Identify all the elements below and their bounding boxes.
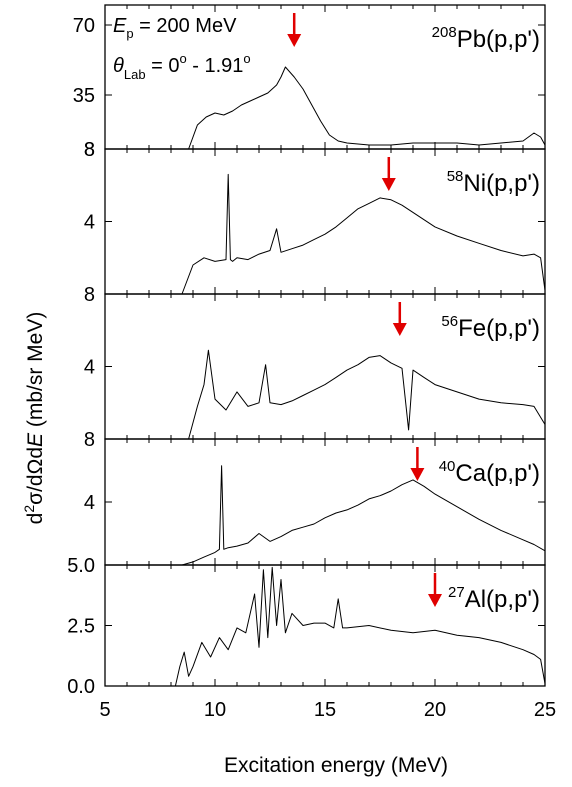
y-tick-label: 8 <box>84 139 95 161</box>
spectrum-line <box>174 566 546 687</box>
peak-arrow <box>392 302 407 336</box>
x-tick-label: 15 <box>314 699 336 721</box>
y-tick-label: 2.5 <box>67 616 95 638</box>
peak-arrow <box>381 157 396 191</box>
spectrum-line <box>188 349 546 440</box>
panel-fe: 4 8 56Fe(p,p') <box>84 284 546 440</box>
beam-annotation: Ep = 200 MeV θLab = 0o - 1.91o <box>113 15 251 82</box>
peak-arrow <box>410 447 425 481</box>
panel-frame <box>104 438 546 566</box>
beam-energy-text: Ep = 200 MeV <box>113 15 237 41</box>
x-axis-label: Excitation energy (MeV) <box>224 754 448 777</box>
y-tick-label: 4 <box>84 492 95 514</box>
scattering-angle-text: θLab = 0o - 1.91o <box>113 51 251 82</box>
y-tick-label: 8 <box>84 139 95 161</box>
peak-arrow <box>287 13 302 47</box>
y-tick-label: 4 <box>84 357 95 379</box>
spectrum-line <box>181 465 546 566</box>
panel-title: 27Al(p,p') <box>448 584 540 613</box>
panel-al: 0.0 2.5 5.0 27Al(p,p') <box>67 555 546 698</box>
y-tick-label: 5.0 <box>67 555 95 577</box>
panel-title: 58Ni(p,p') <box>447 168 540 197</box>
peak-arrow <box>428 573 442 607</box>
panel-title: 208Pb(p,p') <box>432 24 540 53</box>
x-tick-label: 25 <box>534 699 556 721</box>
y-tick-label: 8 <box>84 429 95 451</box>
y-tick-label: 8 <box>84 284 95 306</box>
x-axis: 5 10 15 20 25 <box>99 699 556 721</box>
spectrum-line <box>188 66 546 150</box>
panel-title: 56Fe(p,p') <box>441 313 540 342</box>
y-tick-label: 35 <box>73 85 95 107</box>
y-axis-label: d2σ/dΩdE (mb/sr MeV) <box>21 312 47 525</box>
x-tick-label: 20 <box>424 699 446 721</box>
spectrum-line <box>181 173 546 295</box>
panel-frame <box>104 564 546 687</box>
panel-title: 40Ca(p,p') <box>439 458 540 487</box>
y-tick-label: 70 <box>73 15 95 37</box>
x-tick-label: 5 <box>99 699 110 721</box>
y-tick-label: 4 <box>84 212 95 234</box>
x-tick-label: 10 <box>204 699 226 721</box>
panel-ni: 4 8 58Ni(p,p') <box>84 139 546 295</box>
panels-group: 8 35 70 208Pb(p,p') 4 8 58Ni(p,p') 4 8 56Fe(p,p')… <box>67 4 546 698</box>
panel-ca: 4 8 40Ca(p,p') <box>84 429 546 566</box>
y-tick-label: 0.0 <box>67 676 95 698</box>
